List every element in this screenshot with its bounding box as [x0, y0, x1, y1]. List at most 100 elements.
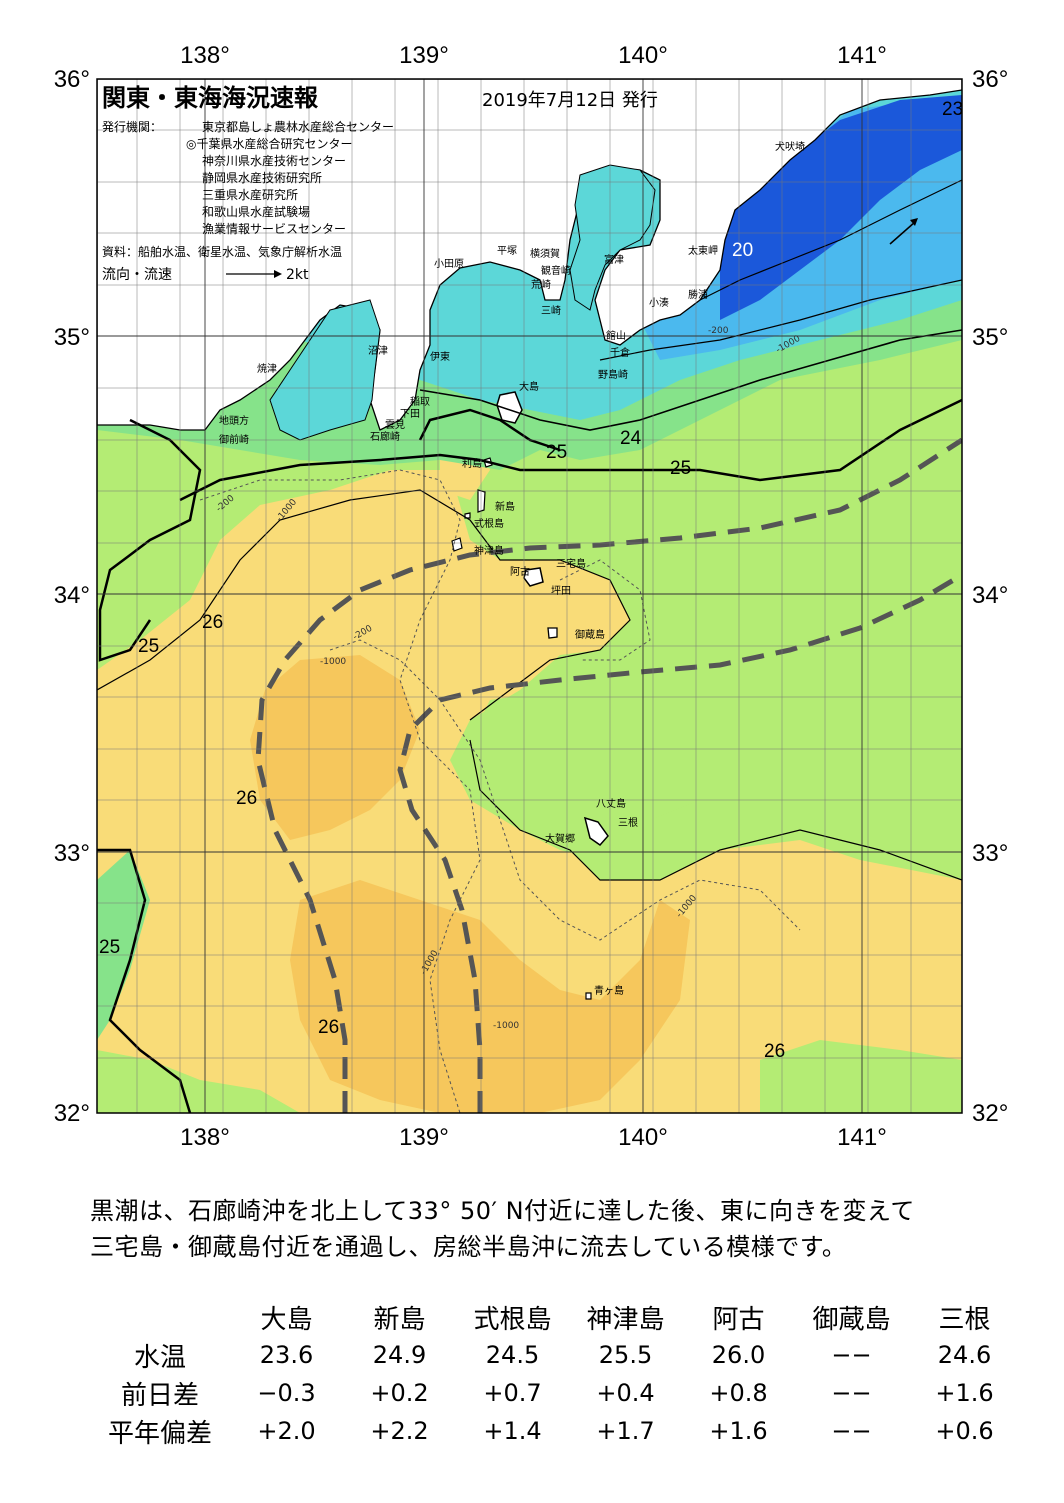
station-niijima: 新島 — [373, 1304, 426, 1335]
table-cell: +0.2 — [370, 1379, 429, 1407]
place-chikura: 千倉 — [610, 346, 630, 359]
table-cell: +1.6 — [709, 1417, 768, 1445]
tokyo-bay — [569, 164, 656, 311]
table-row: 平年偏差 +2.0 +2.2 +1.4 +1.7 +1.6 −− +0.6 — [90, 1412, 1021, 1450]
lat-label-right-1: 36° — [972, 66, 1008, 93]
place-kumomi: 雲見 — [385, 419, 405, 431]
lon-label-top-3: 140° — [618, 42, 668, 69]
table-header-row: 大島 新島 式根島 神津島 阿古 御蔵島 三根 — [90, 1298, 1021, 1336]
depth-contour-a — [199, 469, 481, 1113]
lat-label-left-5: 32° — [54, 1100, 90, 1127]
place-ako: 阿古 — [510, 565, 530, 578]
depth-label-1000-d: -1000 — [493, 1021, 519, 1031]
lon-label-bottom-4: 141° — [837, 1124, 887, 1151]
issuer-1: 東京都島しょ農林水産総合センター — [202, 119, 394, 134]
place-nojimazaki: 野島崎 — [598, 368, 628, 381]
issuer-3: 神奈川県水産技術センター — [202, 153, 346, 168]
row-label-normal-deviation: 平年偏差 — [107, 1418, 212, 1449]
table-cell: +0.4 — [596, 1379, 655, 1407]
depth-label-200-c: -200 — [708, 326, 729, 336]
isotherm-label-26-c: 26 — [318, 1017, 339, 1038]
table-cell: +2.2 — [370, 1417, 429, 1445]
place-yaizu: 焼津 — [257, 363, 277, 375]
place-kannonzaki: 観音崎 — [541, 264, 571, 277]
lat-label-left-4: 33° — [54, 840, 90, 867]
issuer-7: 漁業情報サービスセンター — [202, 222, 346, 236]
island-niijima — [477, 489, 486, 513]
description-line-2: 三宅島・御蔵島付近を通過し、房総半島沖に流去している模様です。 — [90, 1233, 847, 1261]
lon-label-top-4: 141° — [837, 42, 887, 69]
isotherm-22 — [699, 179, 962, 301]
major-grid — [97, 79, 962, 1113]
isotherm-label-25-c: 25 — [138, 636, 159, 657]
lat-label-right-4: 33° — [972, 840, 1008, 867]
isotherm-label-25-d: 25 — [99, 937, 120, 958]
current-arrow — [889, 221, 916, 245]
place-aogashima: 青ヶ島 — [594, 984, 624, 997]
lon-label-bottom-3: 140° — [618, 1124, 668, 1151]
table-cell: +2.0 — [257, 1417, 316, 1445]
place-miyakejima: 三宅島 — [556, 557, 586, 570]
table-cell: 26.0 — [711, 1341, 766, 1369]
table-row: 水温 23.6 24.9 24.5 25.5 26.0 −− 24.6 — [90, 1336, 1021, 1374]
table-cell: 24.6 — [937, 1341, 992, 1369]
suruga-bay — [269, 299, 381, 441]
isotherm-25-north-2 — [418, 408, 561, 452]
table-cell: +0.7 — [483, 1379, 542, 1407]
legend-label: 流向・流速 — [102, 267, 172, 283]
station-oshima: 大島 — [260, 1304, 313, 1335]
place-mitsune: 三根 — [618, 816, 638, 829]
kuroshio-axis-west — [255, 437, 962, 1113]
place-oshima: 大島 — [519, 380, 539, 393]
place-arasaki: 荒崎 — [531, 278, 551, 291]
lon-label-bottom-1: 138° — [180, 1124, 230, 1151]
current-arrow-head-icon — [910, 218, 918, 226]
isotherm-25-southwest — [97, 848, 192, 1113]
grid-lines — [97, 79, 962, 1113]
temp-zone-warmest-a — [250, 655, 420, 840]
isotherm-label-24: 24 — [620, 428, 642, 449]
issuer-5: 三重県水産研究所 — [202, 187, 298, 202]
station-shikinejima: 式根島 — [473, 1304, 552, 1335]
isotherm-label-25-a: 25 — [546, 442, 567, 463]
lat-label-left-1: 36° — [54, 66, 90, 93]
table-cell: −− — [831, 1379, 872, 1407]
kuroshio-axis-east — [397, 572, 962, 1113]
station-mikurajima: 御蔵島 — [812, 1304, 891, 1335]
table-cell: +0.8 — [709, 1379, 768, 1407]
depth-contour-c — [559, 559, 651, 661]
lat-label-right-3: 34° — [972, 582, 1008, 609]
table-cell: 23.6 — [259, 1341, 314, 1369]
row-label-water-temp: 水温 — [133, 1342, 186, 1373]
lat-label-right-2: 35° — [972, 324, 1008, 351]
lat-label-left-2: 35° — [54, 324, 90, 351]
isotherm-label-26-b: 26 — [236, 788, 257, 809]
station-kozushima: 神津島 — [586, 1304, 665, 1335]
isotherm-25-west — [98, 418, 202, 662]
lon-label-bottom-2: 139° — [399, 1124, 449, 1151]
isotherm-label-26-a: 26 — [202, 612, 223, 633]
place-odawara: 小田原 — [434, 258, 464, 270]
depth-contour-b — [329, 639, 801, 941]
island-aogashima — [585, 992, 592, 1000]
issue-date: 2019年7月12日 発行 — [482, 90, 658, 111]
place-kozushima: 神津島 — [474, 544, 504, 557]
temp-zone-25-south — [97, 1050, 300, 1113]
table-cell: 25.5 — [598, 1341, 653, 1369]
place-futtsu: 富津 — [604, 253, 624, 266]
isotherm-26-a — [97, 489, 631, 721]
station-mitsune: 三根 — [938, 1304, 991, 1335]
table-corner — [90, 1298, 230, 1336]
place-omaezaki: 御前崎 — [219, 433, 249, 446]
issuer-6: 和歌山県水産試験場 — [202, 204, 310, 219]
place-hachijojima: 八丈島 — [596, 797, 626, 810]
station-ako: 阿古 — [712, 1304, 765, 1335]
row-label-day-diff: 前日差 — [120, 1380, 199, 1411]
place-tsubota: 坪田 — [551, 584, 571, 597]
lon-label-top-2: 139° — [399, 42, 449, 69]
land-honshu — [97, 79, 962, 431]
sea-surface-temperature-map: 138° 139° 140° 141° 138° 139° 140° 141° … — [54, 42, 1009, 1151]
place-irozaki: 石廊崎 — [370, 430, 400, 443]
isotherm-label-20: 20 — [732, 240, 753, 261]
island-miyakejima — [523, 567, 544, 587]
